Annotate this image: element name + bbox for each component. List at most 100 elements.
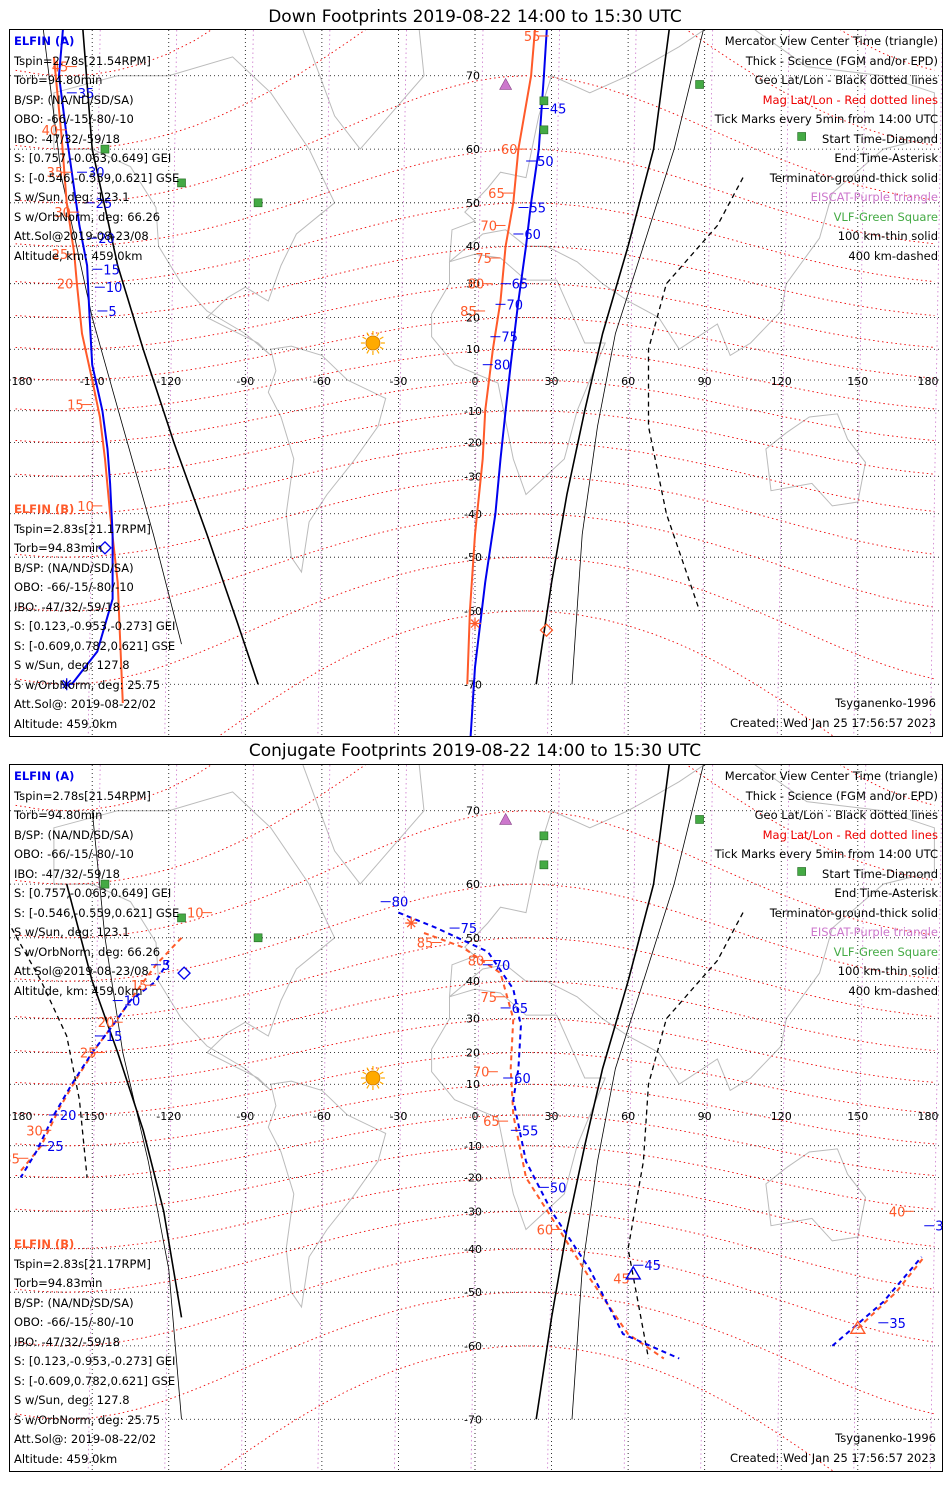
lat-tick-label: -40 [464,1243,482,1256]
legend-item: Tick Marks every 5min from 14:00 UTC [714,847,938,861]
info-line: OBO: -66/-15/-80/-10 [14,112,134,126]
mag-parallel [15,442,935,515]
mag-meridian [394,765,407,1471]
elfin-a-tick-label: 60 [514,1072,531,1087]
lat-tick-label: 60 [466,878,480,891]
elfin-b-tick-label: 20 [98,1016,115,1031]
mag-meridian [700,765,714,1471]
vlf-square [797,132,806,141]
lat-tick-label: -30 [464,1205,482,1218]
info-line: S: [-0.546,-0.559,0.621] GSE [14,905,180,920]
mag-parallel [15,1291,935,1420]
lat-tick-label: 30 [466,278,480,291]
elfin-a-tick-label: 5 [108,305,116,320]
legend-item: Mercator View Center Time (triangle) [724,769,938,783]
mag-parallel [15,937,935,1020]
mag-meridian [87,765,101,1471]
legend-item: 100 km-thin solid [837,229,938,243]
elfin-b-tick-label: 30 [54,206,71,221]
sun-ray [362,336,367,340]
vlf-square [539,831,549,841]
lat-tick-label: 30 [466,1013,480,1026]
elfin-a-tick-label: 25 [47,1140,64,1155]
lon-tick-label: 120 [771,1110,792,1123]
sun-ray [379,1081,384,1085]
mag-meridian [623,765,637,1471]
lat-tick-label: -20 [464,436,482,449]
elfin-a-tick-label: 55 [522,1124,539,1139]
sun-ray [366,349,370,354]
coastline [302,765,425,885]
lon-tick-label: 30 [545,1110,559,1123]
elfin-a-tick-label: 25 [96,197,113,212]
lat-tick-label: 70 [466,70,480,83]
elfin-a-tick-label: 70 [507,298,524,313]
elfin-b-tick-label: 15 [131,979,148,994]
lon-tick-label: 90 [698,375,712,388]
elfin-a-tick-label: 35 [889,1317,906,1332]
elfin-a-track [831,1256,923,1347]
coastline [765,413,867,507]
lat-tick-label: 10 [466,1078,480,1091]
elfin-b-tick-label: 35 [47,166,64,181]
lon-tick-label: -30 [389,375,407,388]
vlf-square [539,860,549,870]
info-line: IBO: -47/32/-59/18 [14,599,120,614]
elfin-b-tick-label: 10 [77,500,94,515]
info-line: S w/Sun, deg: 127.8 [14,1393,130,1407]
lon-tick-label: 120 [771,375,792,388]
elfin-a-tick-label: 65 [512,278,529,293]
elfin-b-tick-label: 70 [473,1066,490,1081]
elfin-a-tick-label: 5 [162,959,170,974]
legend-item: End Time-Asterisk [834,151,938,165]
sun-ray [362,1081,367,1085]
end-asterisk [405,917,418,930]
sun-ray [379,1071,384,1075]
sun-ray [376,349,380,354]
info-line: Att.Sol@2019-08-23/08 [14,229,149,243]
terminator-100km [571,765,704,1420]
elfin-a-tick-label: 50 [550,1181,567,1196]
elfin-b-tick-label: 10 [187,907,204,922]
terminator-line [65,883,183,1318]
model-label: Tsyganenko-1996 [835,696,936,710]
info-line: OBO: -66/-15/-80/-10 [14,847,134,861]
mag-parallel [15,75,935,204]
elfin-a-tick-label: 15 [103,263,120,278]
end-asterisk [469,617,481,630]
lon-tick-label: 0 [472,1110,479,1123]
mag-parallel [15,1114,935,1178]
lon-tick-label: 150 [847,375,868,388]
info-line: S w/OrbNorm, deg: 66.26 [14,209,161,224]
mag-parallel [15,202,935,285]
elfin-a-tick-label: 75 [461,922,478,937]
start-diamond [177,966,191,981]
panel-title-down: Down Footprints 2019-08-22 14:00 to 15:3… [268,7,682,27]
center-time-triangle [849,1319,867,1335]
map-panel-conjugate: 180 -150 -120 -90 -60 -30 0 30 60 90 120 150 180 70 60… [9,764,943,1472]
start-diamond [98,540,112,555]
terminator-400km [10,923,88,1178]
info-line: Tspin=2.83s[21.17RPM] [14,521,151,536]
info-line: S w/Sun, deg: 127.8 [14,658,130,672]
legend-item: VLF-Green Square [833,209,938,224]
vlf-square [177,913,186,923]
mag-parallel [218,1345,834,1471]
elfin-b-tick-label: 45 [613,1272,630,1287]
sun-ray [366,1067,370,1072]
mag-meridian [317,765,331,1471]
info-line: S: [0.123,-0.953,-0.273] GEI [14,1354,176,1368]
elfin-b-tick-label: 20 [57,278,74,293]
terminator-400km [647,177,744,612]
elfin-b-tick-label: 60 [537,1223,554,1238]
info-line: B/SP: (NA/ND/SD/SA) [14,560,134,575]
elfin-b-track [466,30,536,685]
legend-item: Start Time-Diamond [822,866,938,881]
elfin-a-tick-label: 10 [106,281,123,296]
model-label: Tsyganenko-1996 [835,1431,936,1445]
elfin-b-tick-label: 80 [468,278,485,293]
elfin-b-tick-label: 75 [481,991,498,1006]
vlf-square [253,933,263,943]
info-line: Altitude, km: 459.0km [14,983,143,998]
mag-parallel [15,980,935,1053]
